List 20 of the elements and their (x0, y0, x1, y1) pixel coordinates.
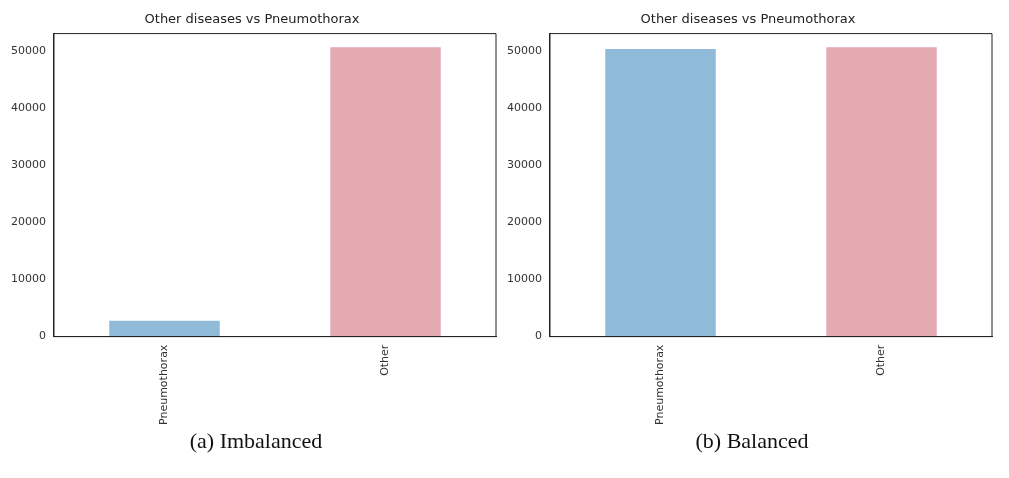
chart-title: Other diseases vs Pneumothorax (144, 11, 360, 27)
x-tick-label: Other (874, 344, 888, 376)
y-tick-label: 30000 (506, 158, 542, 172)
y-tick-label: 10000 (506, 272, 542, 286)
chart-title: Other diseases vs Pneumothorax (640, 11, 856, 27)
y-tick-label: 0 (534, 329, 542, 343)
y-tick-label: 0 (38, 329, 46, 343)
y-tick-label: 50000 (506, 44, 542, 58)
y-tick-label: 50000 (10, 44, 46, 58)
y-tick-label: 20000 (506, 215, 542, 229)
x-tick-label: Pneumothorax (157, 344, 171, 426)
y-tick-label: 10000 (10, 272, 46, 286)
y-tick-label: 30000 (10, 158, 46, 172)
y-tick-label: 40000 (10, 101, 46, 115)
y-tick-label: 20000 (10, 215, 46, 229)
y-tick-label: 40000 (506, 101, 542, 115)
x-tick-label: Other (378, 344, 392, 376)
text: (a) Imbalanced (188, 428, 324, 454)
text: (b) Balanced (694, 428, 810, 454)
x-tick-label: Pneumothorax (653, 344, 667, 426)
